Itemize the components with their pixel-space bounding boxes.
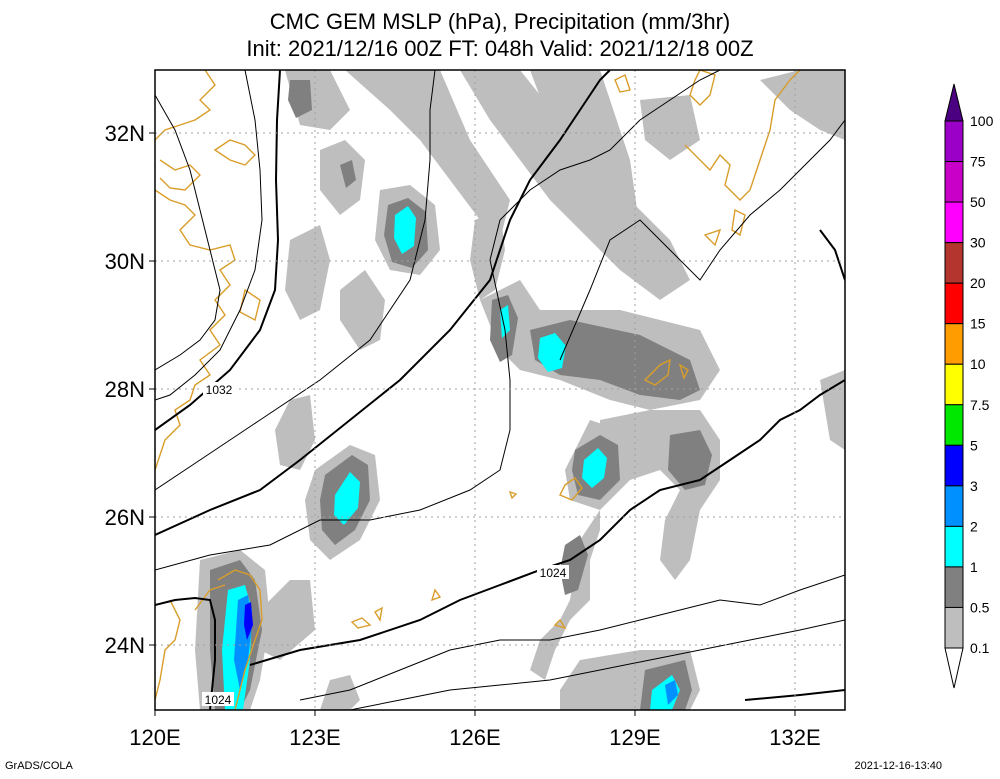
isobar-label-bg: [537, 565, 569, 579]
precip-medium-areas: [210, 80, 712, 710]
colorbar-boxes: [944, 120, 964, 649]
map-title-line2: Init: 2021/12/16 00Z FT: 048h Valid: 202…: [246, 36, 754, 61]
colorbar-level-label: 0.1: [970, 640, 990, 656]
colorbar-level-label: 1: [970, 559, 978, 575]
colorbar-level-label: 30: [970, 235, 986, 251]
colorbar-level-label: 10: [970, 356, 986, 372]
colorbar-box: [944, 282, 964, 325]
colorbar-box: [944, 323, 964, 365]
colorbar-box: [944, 242, 964, 284]
lat-label-24N: 24N: [105, 633, 145, 658]
colorbar-level-label: 20: [970, 275, 986, 291]
precip-light-areas: [195, 70, 845, 710]
colorbar-box: [944, 606, 964, 649]
colorbar-level-label: 100: [970, 113, 994, 129]
map-frame: [154, 69, 846, 711]
isobar-label-1024-south: 1024: [205, 693, 232, 707]
colorbar-level-label: 2: [970, 518, 978, 534]
colorbar-level-label: 15: [970, 316, 986, 332]
colorbar-level-label: 50: [970, 194, 986, 210]
colorbar-level-label: 7.5: [970, 397, 990, 413]
lon-label-126E: 126E: [449, 725, 500, 750]
map-plot-area: 1032 1024 1024: [155, 70, 845, 710]
lon-label-120E: 120E: [129, 725, 180, 750]
colorbar-bottom-arrow: [944, 647, 964, 689]
isobars-thin: [155, 70, 845, 710]
lat-label-28N: 28N: [105, 377, 145, 402]
colorbar-level-label: 0.5: [970, 599, 990, 615]
precip-colorbar: 100 75 50 30 20 15 10 7.5 5 3 2 1 0.5 0.1: [944, 83, 994, 689]
footer-timestamp: 2021-12-16-13:40: [854, 760, 942, 772]
colorbar-box: [944, 120, 964, 163]
colorbar-level-label: 5: [970, 437, 978, 453]
lat-label-26N: 26N: [105, 505, 145, 530]
isobar-label-1024: 1024: [540, 566, 567, 580]
lon-label-123E: 123E: [289, 725, 340, 750]
colorbar-box: [944, 566, 964, 608]
footer-grads-label: GrADS/COLA: [5, 760, 73, 772]
lat-label-30N: 30N: [105, 249, 145, 274]
colorbar-level-label: 3: [970, 478, 978, 494]
lon-label-129E: 129E: [609, 725, 660, 750]
lat-label-32N: 32N: [105, 121, 145, 146]
precip-darkblue-areas: [244, 602, 253, 640]
colorbar-box: [944, 201, 964, 244]
isobar-label-1032: 1032: [206, 383, 233, 397]
axis-ticks: [149, 132, 796, 716]
isobar-label-bg: [202, 692, 234, 706]
colorbar-box: [944, 485, 964, 527]
map-title-line1: CMC GEM MSLP (hPa), Precipitation (mm/3h…: [269, 9, 731, 34]
lon-label-132E: 132E: [769, 725, 820, 750]
colorbar-top-arrow: [944, 83, 964, 122]
colorbar-box: [944, 525, 964, 568]
gridlines: [155, 70, 845, 710]
colorbar-box: [944, 444, 964, 487]
isobar-label-bg: [203, 382, 235, 396]
colorbar-box: [944, 404, 964, 446]
coastlines: [155, 70, 801, 710]
colorbar-box: [944, 363, 964, 406]
colorbar-box: [944, 161, 964, 203]
colorbar-level-label: 75: [970, 154, 986, 170]
